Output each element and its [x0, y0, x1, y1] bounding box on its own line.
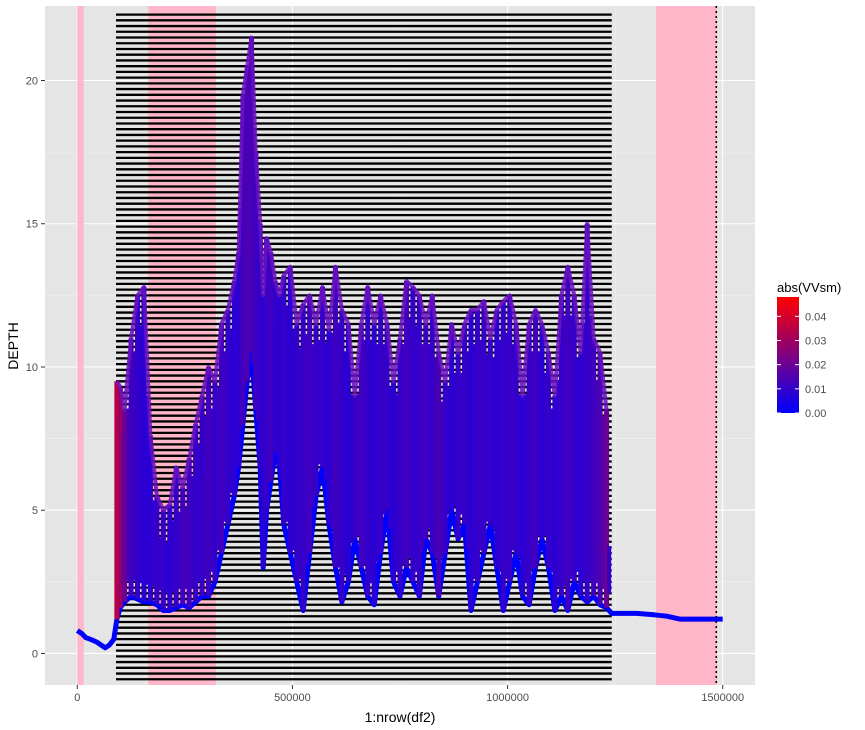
- legend-ticks: 0.00 0.01 0.02 0.03 0.04: [777, 311, 826, 420]
- legend-tick-label: 0.04: [805, 311, 826, 323]
- y-axis: 0 5 10 15 20: [26, 75, 45, 660]
- x-axis: 0 500000 1000000 1500000: [74, 685, 744, 704]
- depth-series: [75, 35, 723, 651]
- legend-tick-label: 0.01: [805, 384, 826, 396]
- shaded-region: [77, 6, 84, 685]
- legend-title: abs(VVsm): [777, 280, 841, 295]
- legend-tick-label: 0.03: [805, 336, 826, 348]
- series-envelope-trace: [115, 35, 609, 513]
- y-tick-label: 5: [32, 505, 38, 517]
- x-tick-label: 0: [74, 692, 80, 704]
- y-tick-label: 15: [26, 219, 38, 231]
- x-tick-label: 1500000: [701, 692, 744, 704]
- x-axis-title: 1:nrow(df2): [365, 709, 436, 725]
- y-tick-label: 10: [26, 362, 38, 374]
- legend-tick-label: 0.02: [805, 360, 826, 372]
- y-tick-label: 0: [32, 648, 38, 660]
- x-tick-label: 1000000: [486, 692, 529, 704]
- legend-tick-label: 0.00: [805, 408, 826, 420]
- legend-colorbar: [777, 297, 799, 413]
- legend: abs(VVsm) 0.00 0.01 0.02 0.03 0.04: [777, 280, 841, 420]
- shaded-region: [656, 6, 718, 685]
- y-tick-label: 20: [26, 75, 38, 87]
- x-tick-label: 500000: [274, 692, 311, 704]
- y-axis-title: DEPTH: [5, 322, 21, 369]
